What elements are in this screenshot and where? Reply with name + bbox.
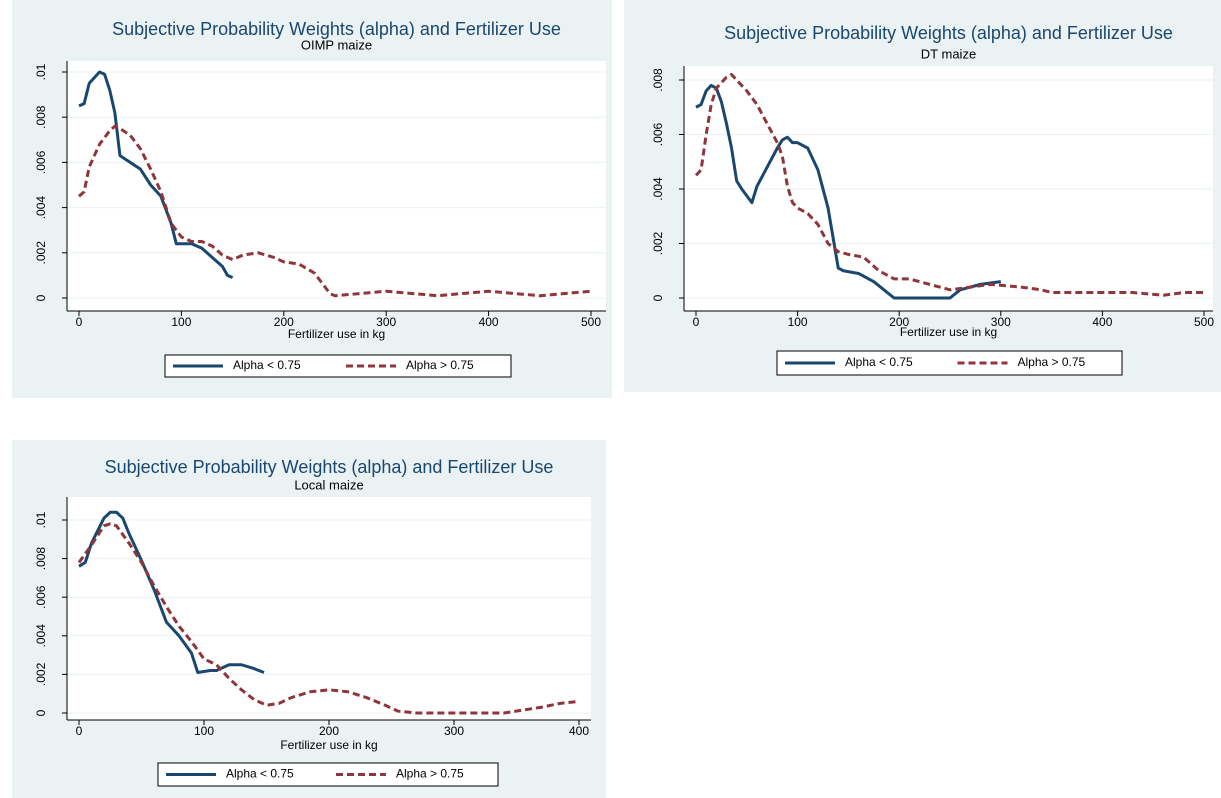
x-tick-label: 100 — [788, 315, 808, 329]
legend-box — [157, 762, 499, 787]
y-tick-label: .008 — [651, 68, 665, 92]
chart-subtitle: DT maize — [921, 46, 976, 61]
x-tick-label: 100 — [171, 315, 191, 329]
x-tick-label: 500 — [581, 315, 601, 329]
y-tick-label: .002 — [34, 241, 48, 265]
x-tick-label: 300 — [444, 724, 464, 738]
x-axis-title: Fertilizer use in kg — [900, 325, 997, 339]
x-tick-label: 0 — [693, 315, 700, 329]
chart-title: Subjective Probability Weights (alpha) a… — [724, 23, 1173, 43]
data-line — [78, 124, 592, 298]
x-tick-label: 400 — [1092, 315, 1112, 329]
x-tick-label: 200 — [274, 315, 294, 329]
chart-panel: Subjective Probability Weights (alpha) a… — [12, 0, 612, 398]
chart-subtitle: OIMP maize — [301, 37, 372, 52]
chart-panel: Subjective Probability Weights (alpha) a… — [12, 440, 606, 798]
y-tick-label: 0 — [34, 709, 48, 716]
y-tick-label: .004 — [34, 196, 48, 220]
x-tick-label: 400 — [569, 724, 589, 738]
x-tick-label: 300 — [376, 315, 396, 329]
legend-label: Alpha > 0.75 — [406, 358, 474, 372]
y-tick-label: .006 — [34, 585, 48, 609]
x-tick-label: 300 — [991, 315, 1011, 329]
x-tick-label: 0 — [76, 724, 83, 738]
plot-area — [67, 61, 606, 311]
data-line — [77, 522, 580, 715]
y-tick-label: .008 — [34, 105, 48, 129]
x-tick-label: 200 — [319, 724, 339, 738]
y-tick-label: 0 — [651, 294, 665, 301]
y-tick-label: 0 — [34, 294, 48, 301]
y-tick-label: .002 — [651, 231, 665, 255]
legend-label: Alpha < 0.75 — [845, 355, 913, 369]
x-tick-label: 500 — [1194, 315, 1214, 329]
y-tick-label: .006 — [34, 150, 48, 174]
y-tick-label: .004 — [651, 177, 665, 201]
y-tick-label: .008 — [34, 547, 48, 571]
chart-title: Subjective Probability Weights (alpha) a… — [112, 19, 561, 39]
chart-panel: Subjective Probability Weights (alpha) a… — [624, 0, 1221, 392]
x-tick-label: 0 — [76, 315, 83, 329]
y-tick-label: .01 — [34, 63, 48, 80]
chart-subtitle: Local maize — [294, 477, 363, 492]
legend-label: Alpha < 0.75 — [226, 767, 294, 781]
chart-title: Subjective Probability Weights (alpha) a… — [105, 457, 554, 477]
legend-box — [164, 354, 512, 378]
x-tick-label: 400 — [479, 315, 499, 329]
y-tick-label: .01 — [34, 511, 48, 528]
data-line — [78, 70, 234, 280]
plot-area — [67, 497, 591, 720]
x-axis-title: Fertilizer use in kg — [288, 327, 385, 341]
legend-label: Alpha > 0.75 — [396, 767, 464, 781]
y-tick-label: .002 — [34, 662, 48, 686]
x-tick-label: 100 — [194, 724, 214, 738]
y-tick-label: .004 — [34, 624, 48, 648]
data-line — [694, 73, 1204, 297]
legend-label: Alpha < 0.75 — [233, 358, 301, 372]
data-line — [695, 83, 1001, 300]
data-line — [78, 510, 265, 674]
x-tick-label: 200 — [889, 315, 909, 329]
x-axis-title: Fertilizer use in kg — [280, 738, 377, 752]
y-tick-label: .006 — [651, 122, 665, 146]
legend-label: Alpha > 0.75 — [1018, 355, 1086, 369]
